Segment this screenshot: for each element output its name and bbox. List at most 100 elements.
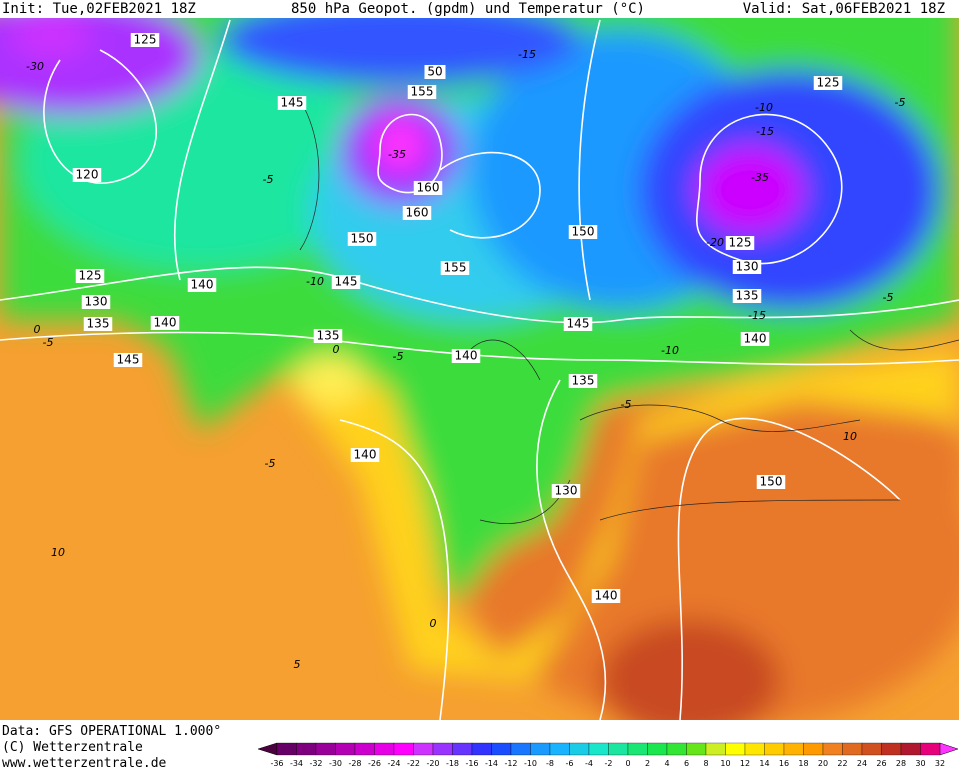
colorbar-swatch [608, 742, 629, 756]
colorbar-swatch [510, 742, 531, 756]
colorbar-swatch [354, 742, 375, 756]
geopotential-label: 135 [317, 329, 340, 343]
colorbar-label: -26 [368, 759, 381, 768]
temperature-label: -30 [26, 60, 44, 73]
colorbar-label: -24 [387, 759, 400, 768]
geopotential-label: 135 [736, 289, 759, 303]
geopotential-label-box [187, 278, 217, 292]
geopotential-label-box [756, 475, 786, 489]
colorbar-swatch [413, 742, 434, 756]
colorbar-end [257, 742, 278, 756]
geopotential-label-box [591, 589, 621, 603]
colorbar-label: -6 [566, 759, 574, 768]
geopotential-label-box [150, 316, 180, 330]
geopotential-label: 135 [87, 317, 110, 331]
colorbar-swatch [861, 742, 882, 756]
geopotential-label-box [277, 96, 307, 110]
geopotential-label: 125 [729, 236, 752, 250]
colorbar-label: -14 [485, 759, 498, 768]
geopotential-label-box [83, 317, 113, 331]
geopotential-label-box [451, 349, 481, 363]
geopotential-label-box [732, 289, 762, 303]
footer-line: www.wetterzentrale.de [2, 756, 167, 770]
init-time: Init: Tue,02FEB2021 18Z [2, 1, 196, 17]
geopotential-label: 150 [572, 225, 595, 239]
colorbar-swatch [764, 742, 785, 756]
temperature-label: -10 [306, 275, 324, 288]
colorbar-swatch [276, 742, 297, 756]
temperature-label: -5 [621, 398, 632, 411]
colorbar-swatch [393, 742, 414, 756]
colorbar-label: 14 [759, 759, 769, 768]
temperature-label: -15 [756, 125, 774, 138]
geopotential-label: 160 [417, 181, 440, 195]
geopotential-label-box [331, 275, 361, 289]
colorbar-label: -32 [309, 759, 322, 768]
geopotential-label: 130 [736, 260, 759, 274]
temperature-label: -20 [706, 236, 724, 249]
geopotential-label: 125 [817, 76, 840, 90]
geopotential-label: 125 [79, 269, 102, 283]
geopotential-label: 160 [406, 206, 429, 220]
contour-labels: 1255015514512016016015015515012513012513… [26, 33, 905, 672]
colorbar-label: 32 [935, 759, 945, 768]
geopotential-label: 140 [595, 589, 618, 603]
colorbar-label: -30 [329, 759, 342, 768]
geopotential-label-box [732, 260, 762, 274]
geopotential-label-box [113, 353, 143, 367]
geopotential-label-box [563, 317, 593, 331]
colorbar-label: -28 [348, 759, 361, 768]
colorbar: -36 -34 -32 -30 -28 -26 -24 -22 -20 -18 -16 -14 -12-… [257, 742, 959, 768]
colorbar-swatch [725, 742, 746, 756]
colorbar-swatch [783, 742, 804, 756]
colorbar-swatch [647, 742, 668, 756]
colorbar-swatch [471, 742, 492, 756]
geopotential-label-box [413, 181, 443, 195]
geopotential-label: 120 [76, 168, 99, 182]
geopotential-label: 155 [444, 261, 467, 275]
colorbar-swatch [569, 742, 590, 756]
geopotential-label-box [568, 374, 598, 388]
colorbar-label: -16 [465, 759, 478, 768]
colorbar-label: -10 [524, 759, 537, 768]
geopotential-label: 130 [555, 484, 578, 498]
geopotential-label: 130 [85, 295, 108, 309]
coastlines [299, 99, 959, 524]
map-title: 850 hPa Geopot. (gpdm) und Temperatur (°… [291, 1, 645, 17]
geopotential-label-box [568, 225, 598, 239]
colorbar-label: -8 [546, 759, 554, 768]
colorbar-swatch [374, 742, 395, 756]
temperature-label: -5 [43, 336, 54, 349]
colorbar-swatch [881, 742, 902, 756]
temperature-label: -10 [661, 344, 679, 357]
temperature-label: 0 [430, 617, 437, 630]
colorbar-label: 8 [703, 759, 708, 768]
geopotential-label: 145 [281, 96, 304, 110]
colorbar-swatch [920, 742, 941, 756]
temperature-label: -35 [751, 171, 769, 184]
footer-line: (C) Wetterzentrale [2, 740, 143, 755]
header-bar [0, 0, 959, 18]
temperature-label: -15 [748, 309, 766, 322]
colorbar-label: 12 [740, 759, 750, 768]
temperature-label: -5 [265, 457, 276, 470]
colorbar-label: 4 [664, 759, 669, 768]
colorbar-label: 20 [818, 759, 828, 768]
geopotential-label: 50 [427, 65, 442, 79]
colorbar-swatch [432, 742, 453, 756]
colorbar-label: 22 [837, 759, 847, 768]
geopotential-label: 140 [744, 332, 767, 346]
temperature-label: 0 [333, 343, 340, 356]
geopotential-label-box [551, 484, 581, 498]
colorbar-label: 16 [779, 759, 789, 768]
geopotential-label-box [402, 206, 432, 220]
colorbar-label: -20 [426, 759, 439, 768]
temperature-field [0, 18, 959, 720]
colorbar-label: -12 [504, 759, 517, 768]
colorbar-label: -2 [605, 759, 613, 768]
footer-line: Data: GFS OPERATIONAL 1.000° [2, 724, 221, 739]
geopotential-label: 145 [335, 275, 358, 289]
colorbar-swatch [549, 742, 570, 756]
